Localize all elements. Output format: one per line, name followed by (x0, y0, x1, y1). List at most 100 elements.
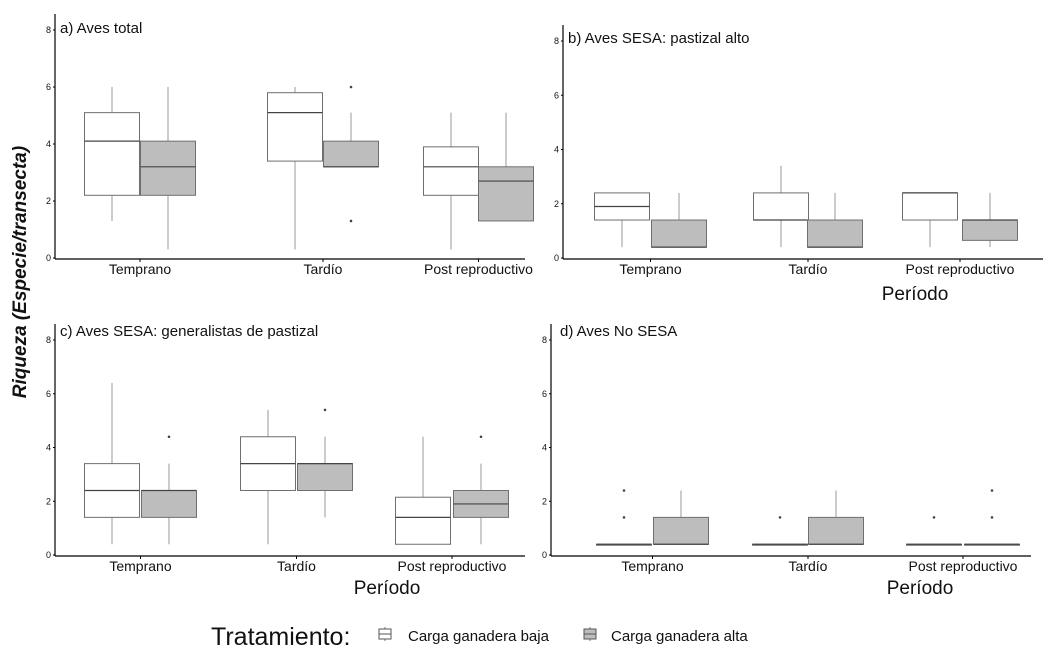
box-baja (594, 192, 650, 248)
box-alta (478, 112, 534, 222)
box-alta (653, 490, 709, 545)
y-tick-label: 4 (542, 443, 547, 453)
box-baja (267, 87, 323, 250)
outlier-point (778, 516, 782, 519)
box-alta (453, 435, 509, 545)
x-tick-label: Post reproductivo (906, 261, 1015, 277)
box-iqr (423, 146, 479, 196)
y-tick-label: 6 (46, 82, 51, 92)
y-tick-label: 2 (542, 496, 547, 506)
y-tick-label: 8 (542, 335, 547, 345)
y-tick-label: 2 (554, 199, 559, 209)
box-alta (141, 435, 197, 545)
box-iqr (297, 463, 353, 491)
box-alta (297, 408, 353, 518)
panel-1: 0 2 4 6 8 a) Aves total Temprano Tardío Post rep… (46, 14, 534, 277)
legend-label-baja: Carga ganadera baja (408, 628, 550, 645)
legend-item-baja: Carga ganadera baja (378, 627, 550, 645)
box-iqr (753, 192, 809, 221)
box-alta (651, 192, 707, 248)
y-tick-label: 6 (542, 389, 547, 399)
box-alta (964, 489, 1020, 546)
x-tick-label: Tardío (789, 261, 828, 277)
box-iqr (395, 496, 451, 545)
y-axis-title: Riqueza (Especie/transecta) (10, 146, 31, 398)
box-iqr (807, 219, 863, 248)
legend-title: Tratamiento: (211, 623, 350, 647)
y-tick-label: 6 (554, 90, 559, 100)
panel-title: d) Aves No SESA (560, 323, 677, 340)
box-iqr (653, 516, 709, 545)
outlier-point (622, 489, 626, 492)
y-tick-label: 2 (46, 496, 51, 506)
box-iqr (323, 140, 379, 168)
box-alta (140, 87, 196, 250)
x-axis-title: Período (882, 284, 949, 305)
panel-title: c) Aves SESA: generalistas de pastizal (60, 323, 318, 340)
box-baja (906, 516, 962, 546)
x-tick-label: Post reproductivo (398, 558, 507, 574)
panel-title: a) Aves total (60, 20, 142, 37)
box-baja (752, 516, 808, 546)
outlier-point (323, 408, 327, 412)
box-alta (808, 490, 864, 545)
y-tick-label: 0 (46, 253, 51, 263)
y-tick-label: 4 (46, 139, 51, 149)
outlier-point (990, 516, 994, 519)
panel-3: 0 2 4 6 8 c) Aves SESA: generalistas de pasti… (46, 323, 525, 599)
box-iqr (962, 219, 1018, 241)
box-alta (807, 192, 863, 248)
y-tick-label: 8 (46, 25, 51, 35)
box-alta (323, 85, 379, 223)
box-baja (753, 165, 809, 248)
x-tick-label: Temprano (109, 261, 171, 277)
outlier-point (932, 516, 936, 519)
x-axis-title: Período (354, 578, 421, 599)
outlier-point (349, 85, 353, 89)
outlier-point (349, 219, 353, 223)
panel-2: 0 2 4 6 8 b) Aves SESA: pastizal alto Temprano… (554, 25, 1043, 305)
y-tick-label: 8 (46, 335, 51, 345)
box-alta (962, 192, 1018, 248)
panel-title: b) Aves SESA: pastizal alto (568, 30, 750, 47)
y-tick-label: 4 (554, 145, 559, 155)
legend-item-alta: Carga ganadera alta (583, 627, 748, 645)
y-tick-label: 4 (46, 443, 51, 453)
box-iqr (808, 516, 864, 545)
x-tick-label: Temprano (109, 558, 171, 574)
x-axis-title: Período (887, 578, 954, 599)
panels-layer: 0 2 4 6 8 a) Aves total Temprano Tardío Post rep… (46, 14, 1043, 599)
box-baja (423, 112, 479, 250)
panel-4: 0 2 4 6 8 d) Aves No SESA Temprano Tardío Post r… (542, 323, 1031, 599)
x-tick-label: Tardío (304, 261, 343, 277)
outlier-point (167, 435, 171, 439)
y-tick-label: 0 (554, 253, 559, 263)
box-iqr (140, 140, 196, 196)
box-iqr (651, 219, 707, 248)
x-tick-label: Tardío (277, 558, 316, 574)
y-tick-label: 2 (46, 196, 51, 206)
legend: Tratamiento: Carga ganadera baja Carga g… (211, 623, 748, 647)
box-baja (596, 489, 652, 546)
box-iqr (141, 490, 197, 518)
box-baja (902, 192, 958, 248)
box-baja (84, 87, 140, 221)
box-iqr (267, 92, 323, 162)
x-tick-label: Post reproductivo (424, 261, 533, 277)
box-baja (240, 409, 296, 545)
outlier-point (622, 516, 626, 519)
y-tick-label: 0 (46, 550, 51, 560)
box-baja (395, 436, 451, 545)
box-baja (84, 383, 140, 545)
box-iqr (902, 192, 958, 221)
y-tick-label: 8 (554, 36, 559, 46)
box-iqr (84, 112, 140, 196)
outlier-point (990, 489, 994, 492)
legend-label-alta: Carga ganadera alta (611, 628, 748, 645)
x-tick-label: Tardío (789, 558, 828, 574)
x-tick-label: Post reproductivo (909, 558, 1018, 574)
y-tick-label: 6 (46, 389, 51, 399)
x-tick-label: Temprano (619, 261, 681, 277)
y-tick-label: 0 (542, 550, 547, 560)
